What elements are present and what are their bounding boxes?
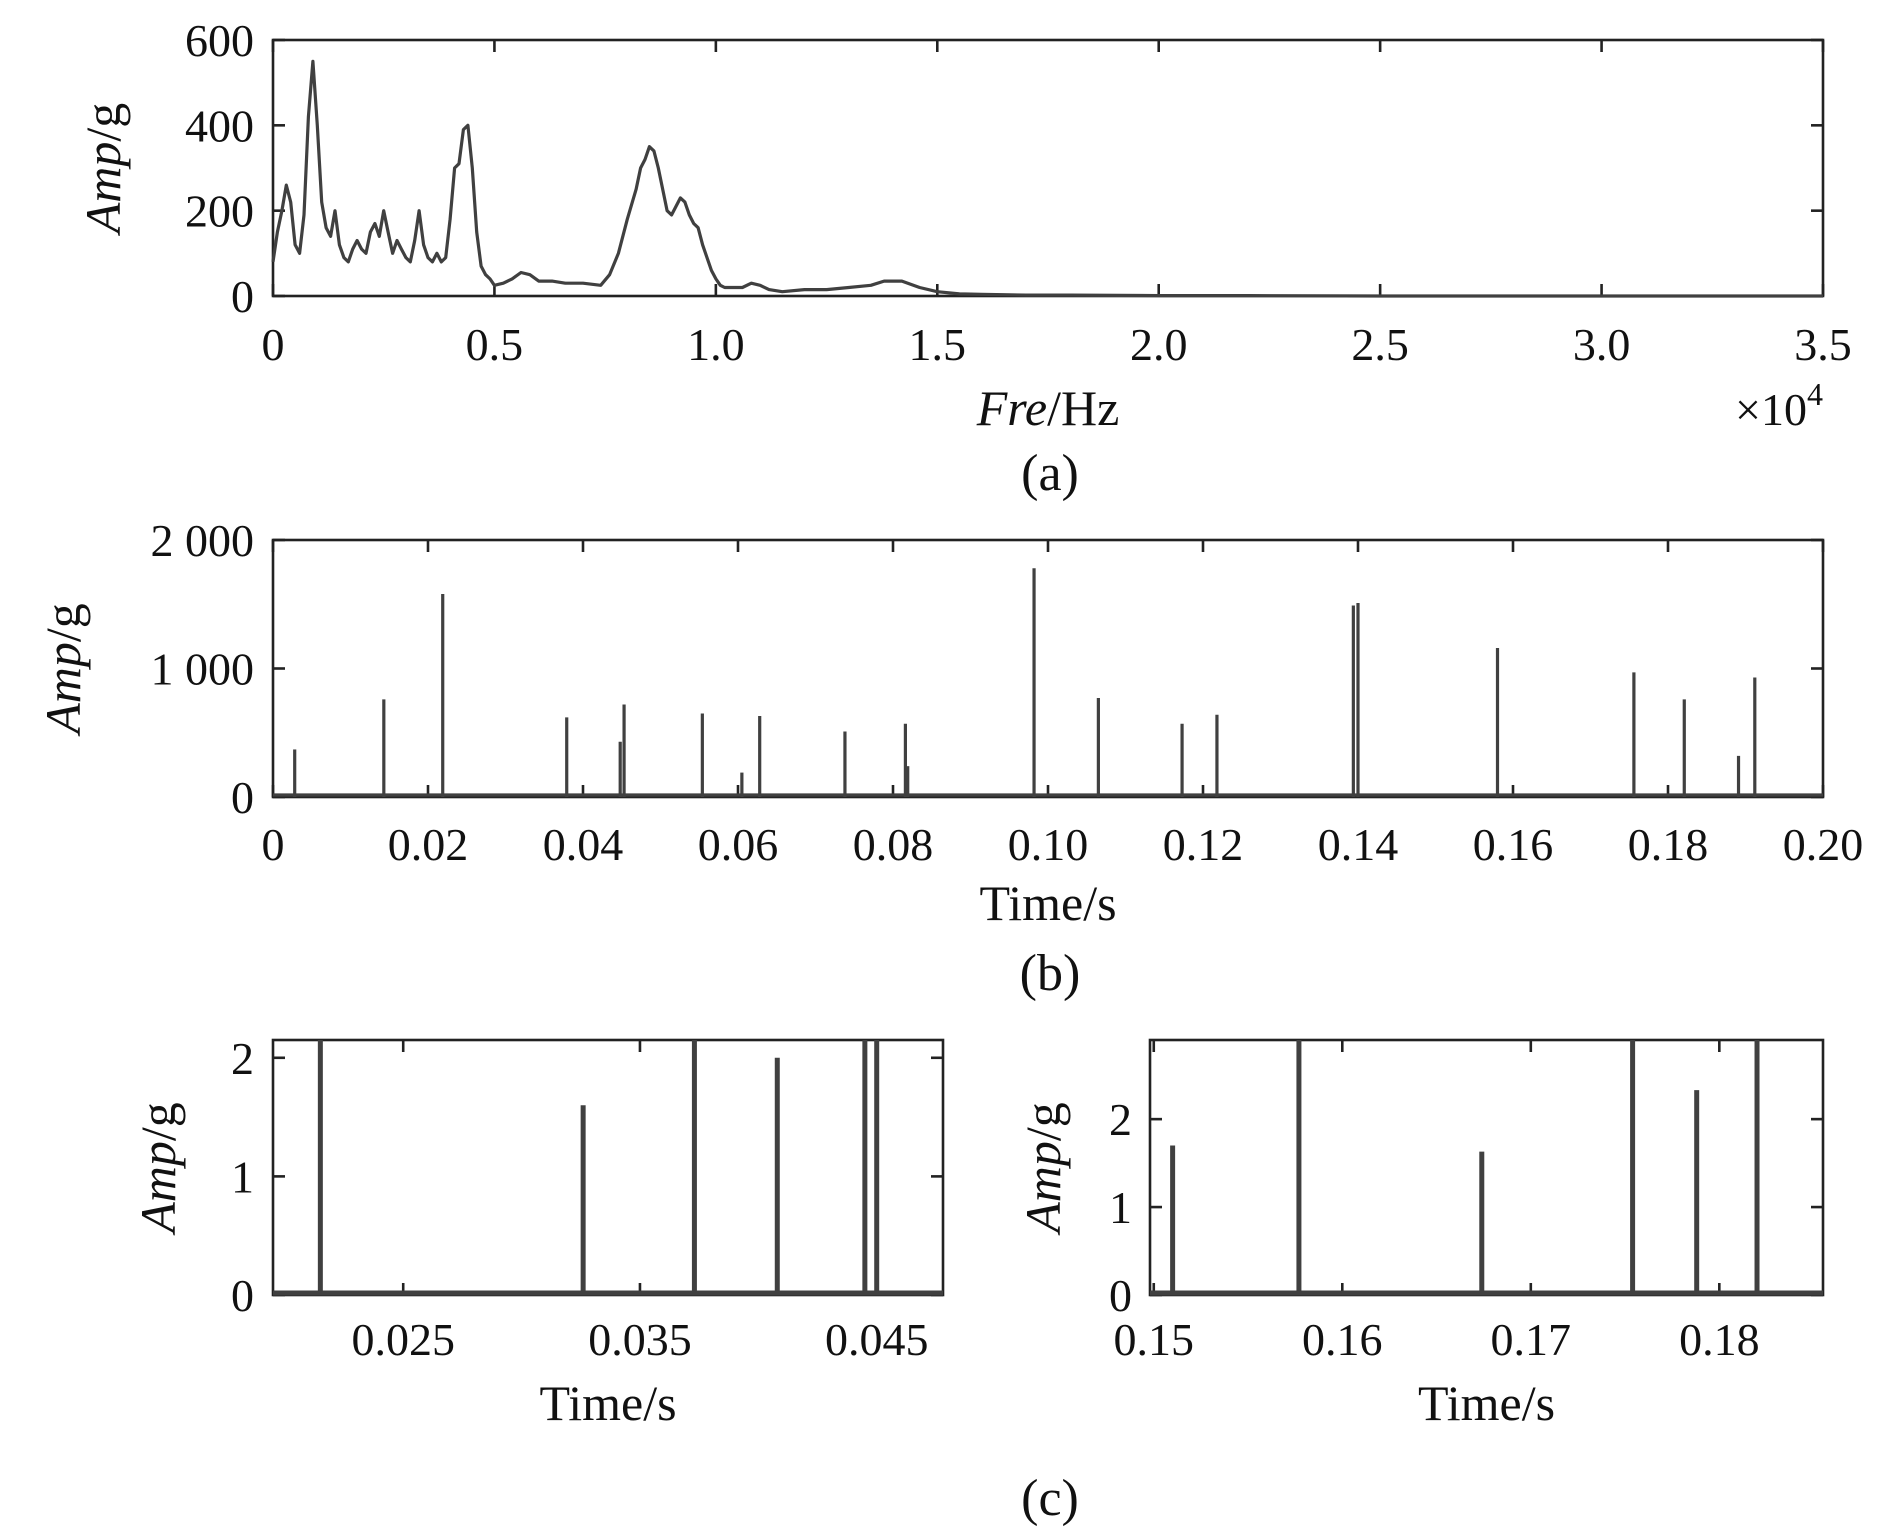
- x-tick-label: 3.0: [1573, 319, 1631, 370]
- y-tick-label: 200: [185, 186, 254, 237]
- y-tick-label: 0: [231, 1270, 254, 1321]
- y-tick-label: 2: [1109, 1094, 1132, 1145]
- x-tick-label: 0.16: [1302, 1314, 1383, 1365]
- panel-caption: (b): [1020, 945, 1081, 1002]
- x-tick-label: 0.20: [1783, 819, 1864, 870]
- x-tick-label: 0.035: [588, 1314, 692, 1365]
- y-axis-title-italic: Amp: [130, 1141, 186, 1236]
- y-tick-label: 2: [231, 1033, 254, 1084]
- y-axis-title-italic: Amp: [1015, 1141, 1071, 1236]
- series-line: [271, 59, 1823, 298]
- x-tick-label: 0.08: [853, 819, 934, 870]
- y-axis-title: Amp/g: [1015, 1102, 1071, 1236]
- y-tick-label: 0: [231, 271, 254, 322]
- x-multiplier-exponent: 4: [1807, 376, 1823, 412]
- y-axis-title-italic: Amp: [35, 642, 91, 737]
- x-tick-label: 0.18: [1679, 1314, 1760, 1365]
- x-tick-label: 2.5: [1351, 319, 1409, 370]
- y-axis-title-rest: /g: [1015, 1102, 1071, 1141]
- y-axis-title-italic: Amp: [75, 142, 131, 237]
- x-tick-label: 3.5: [1794, 319, 1852, 370]
- panel-a: 0 0.5 1.0 1.5 2.0 2.5 3.0 3.5 0 200 400 600 Fre/Hz Am…: [75, 15, 1852, 502]
- y-tick-label: 2 000: [151, 515, 255, 566]
- x-tick-label: 0.045: [825, 1314, 929, 1365]
- y-tick-label: 600: [185, 15, 254, 66]
- x-tick-label: 0.025: [351, 1314, 455, 1365]
- x-tick-label: 1.5: [909, 319, 967, 370]
- x-axis-title: Time/s: [979, 875, 1116, 931]
- y-tick-label: 1: [231, 1151, 254, 1202]
- panel-c-right: 0.15 0.16 0.17 0.18 0 1 2 Time/s Amp/g: [1015, 1038, 1825, 1431]
- x-tick-label: 0.02: [388, 819, 469, 870]
- y-tick-label: 1 000: [151, 644, 255, 695]
- y-axis-title-rest: /g: [75, 103, 131, 142]
- x-axis-title-rest: /Hz: [1047, 380, 1119, 436]
- x-multiplier: ×104: [1735, 376, 1823, 435]
- y-tick-label: 0: [231, 772, 254, 823]
- y-tick-label: 0: [1109, 1270, 1132, 1321]
- x-tick-label: 0.15: [1114, 1314, 1195, 1365]
- plot-frame: [271, 38, 1825, 298]
- x-tick-label: 0: [262, 319, 285, 370]
- x-tick-label: 0.17: [1491, 1314, 1572, 1365]
- x-tick-label: 0.14: [1318, 819, 1399, 870]
- panel-caption: (a): [1021, 445, 1079, 502]
- x-tick-label: 0.06: [698, 819, 779, 870]
- x-axis-title-italic: Fre: [976, 380, 1047, 436]
- plot-frame: [271, 1038, 945, 1297]
- y-axis-title-rest: /g: [130, 1102, 186, 1141]
- plot-frame: [1148, 1038, 1825, 1297]
- x-tick-label: 0.04: [543, 819, 624, 870]
- y-axis-title: Amp/g: [75, 103, 131, 237]
- y-axis-title-rest: /g: [35, 603, 91, 642]
- panel-c-left: 0.025 0.035 0.045 0 1 2 Time/s Amp/g (c): [130, 1033, 1079, 1527]
- x-tick-label: 0.12: [1163, 819, 1244, 870]
- panel-caption: (c): [1021, 1470, 1079, 1527]
- x-axis-title: Time/s: [539, 1375, 676, 1431]
- y-tick-label: 1: [1109, 1182, 1132, 1233]
- y-tick-label: 400: [185, 100, 254, 151]
- panel-b: 0 0.02 0.04 0.06 0.08 0.10 0.12 0.14 0.16 0.18 0.2…: [35, 515, 1863, 1002]
- y-axis-title: Amp/g: [130, 1102, 186, 1236]
- x-tick-label: 0.10: [1008, 819, 1089, 870]
- plot-frame: [271, 538, 1825, 799]
- x-tick-label: 0.16: [1473, 819, 1554, 870]
- x-axis-title: Time/s: [1418, 1375, 1555, 1431]
- x-tick-label: 1.0: [687, 319, 745, 370]
- x-tick-label: 0: [262, 819, 285, 870]
- x-multiplier-base: ×10: [1735, 384, 1807, 435]
- x-tick-label: 0.18: [1628, 819, 1709, 870]
- x-tick-label: 0.5: [466, 319, 524, 370]
- y-axis-title: Amp/g: [35, 603, 91, 737]
- x-tick-label: 2.0: [1130, 319, 1188, 370]
- x-axis-title: Fre/Hz: [976, 380, 1120, 436]
